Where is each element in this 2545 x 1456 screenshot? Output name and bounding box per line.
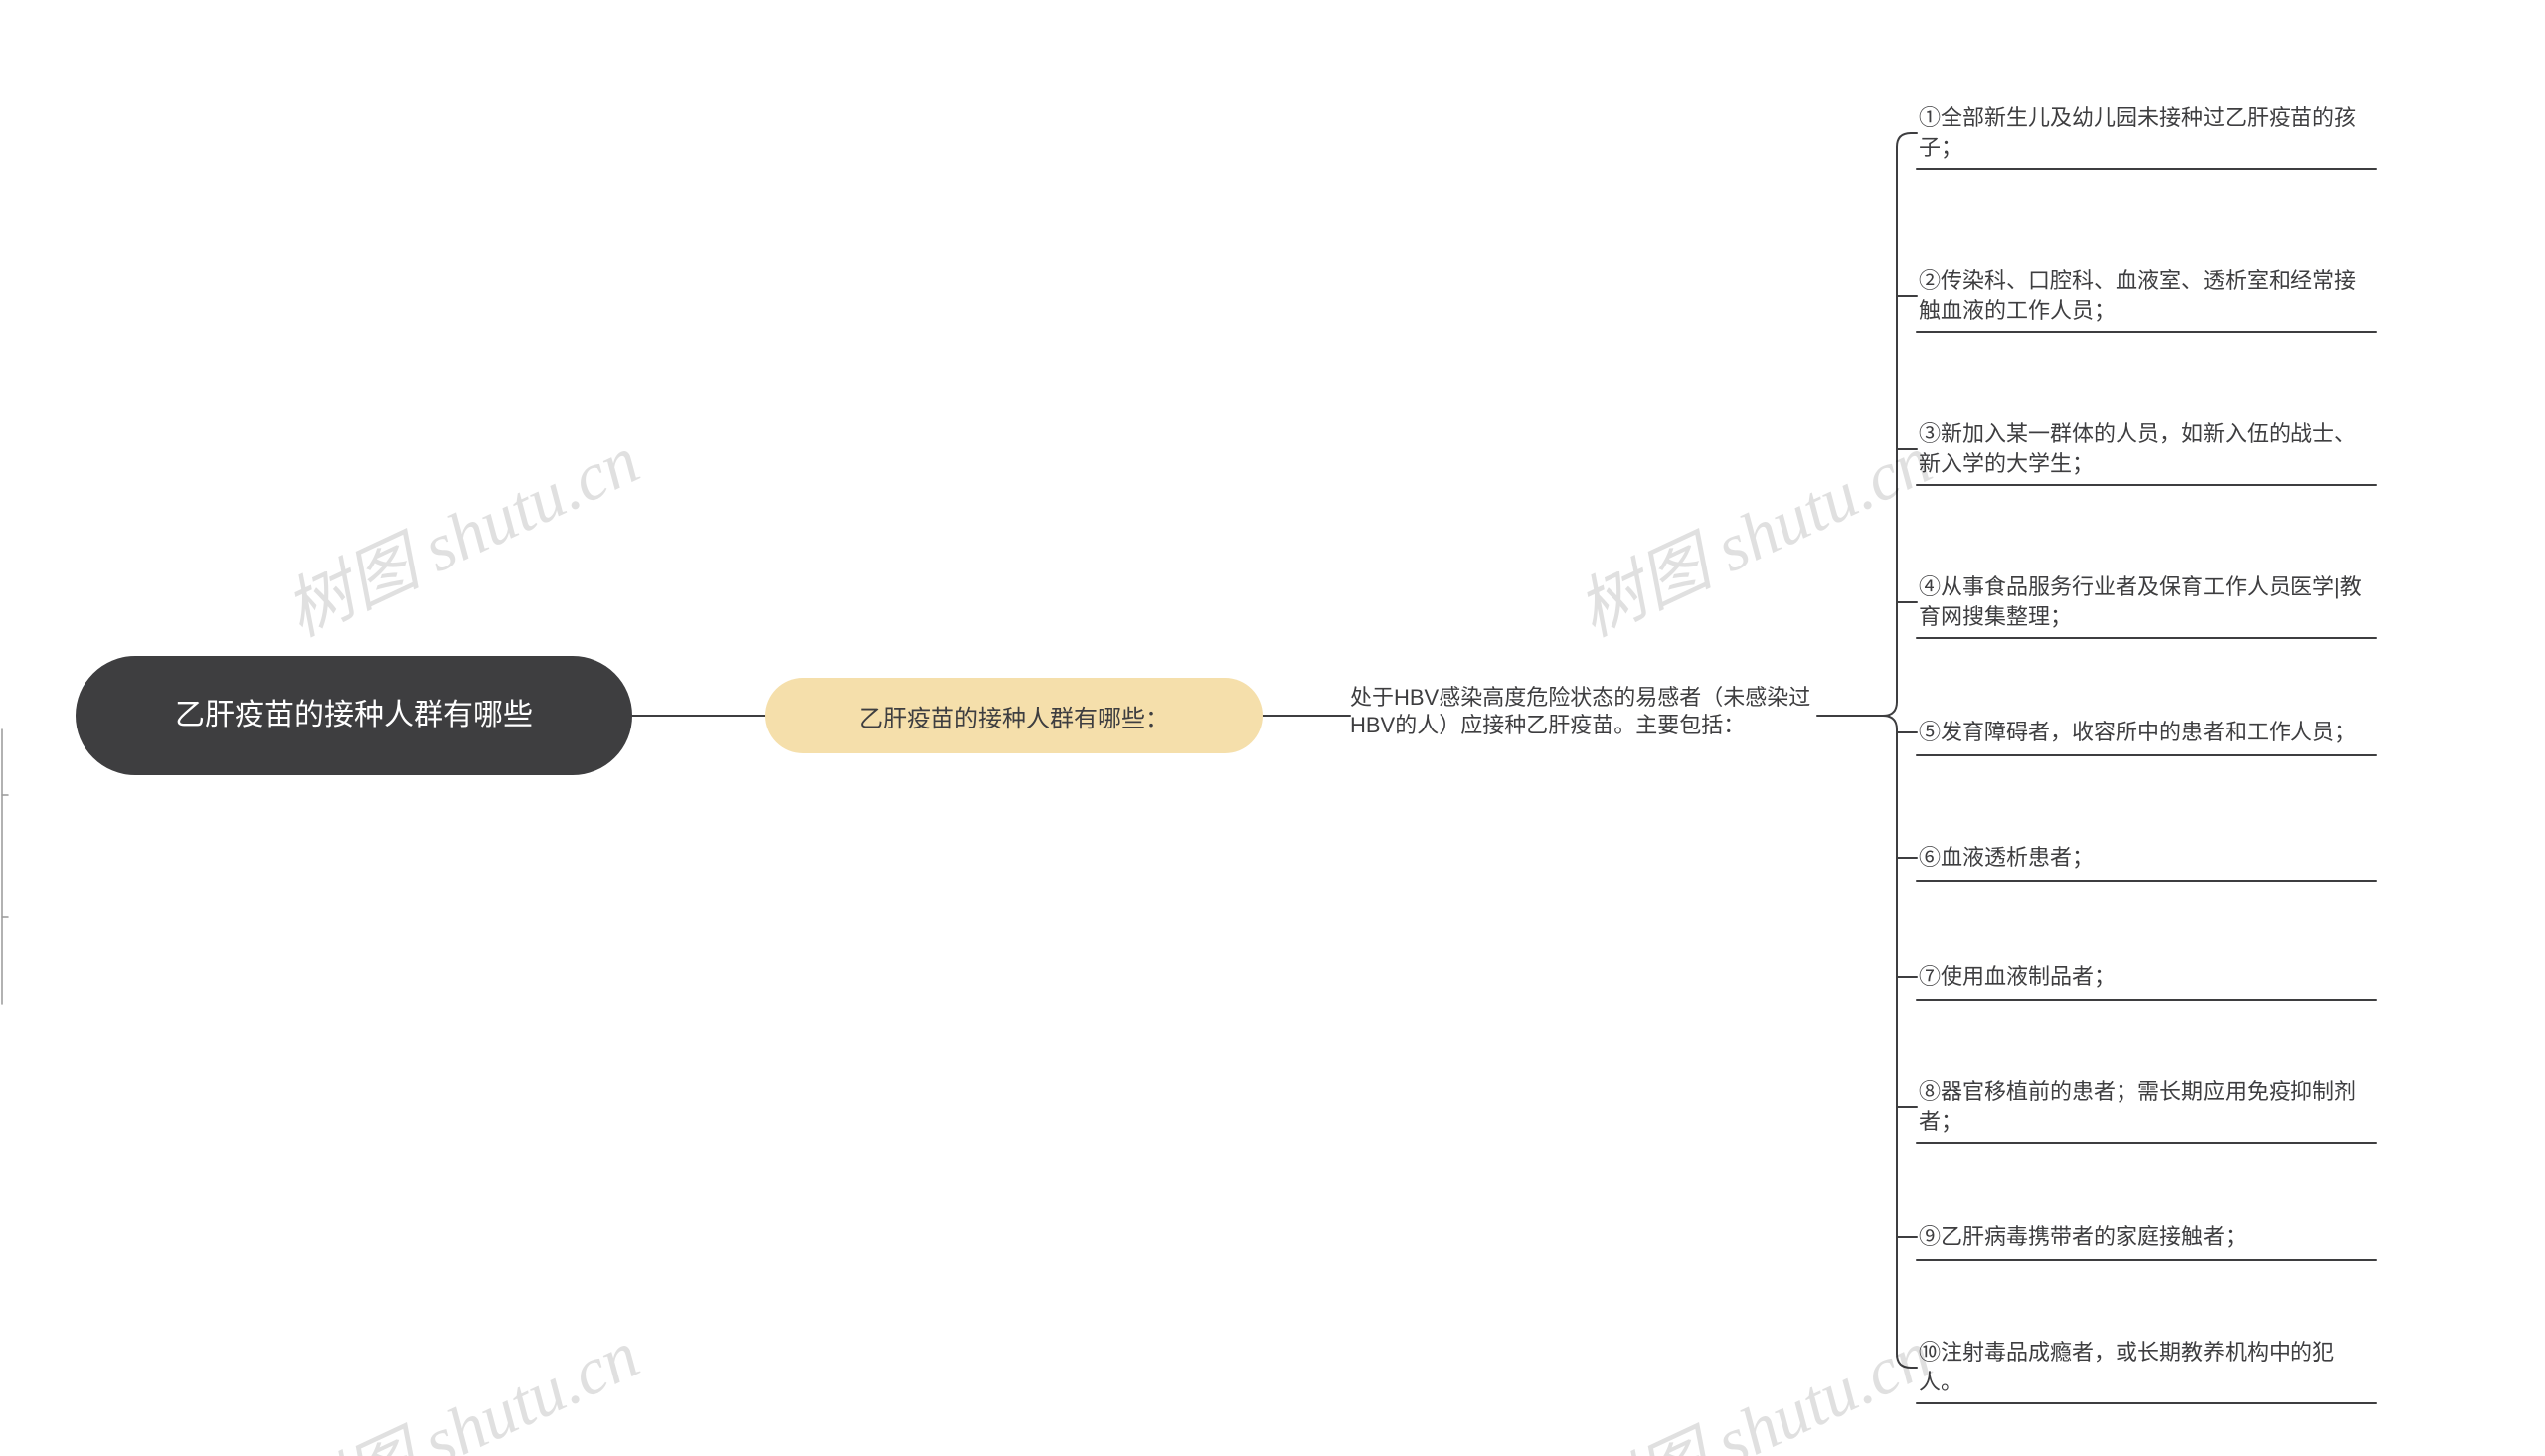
mindmap-leaf-node[interactable]: ⑦使用血液制品者；: [1919, 960, 2376, 994]
watermark-text: 树图 shutu.cn: [1559, 1300, 1945, 1456]
mindmap-level2-node[interactable]: 乙肝疫苗的接种人群有哪些：: [765, 678, 1263, 753]
mindmap-leaf-node[interactable]: ③新加入某一群体的人员，如新入伍的战士、新入学的大学生；: [1919, 419, 2376, 479]
mindmap-leaf-label: ⑦使用血液制品者；: [1919, 962, 2116, 992]
mindmap-leaf-node[interactable]: ⑨乙肝病毒携带者的家庭接触者；: [1919, 1220, 2376, 1254]
mindmap-leaf-label: ③新加入某一群体的人员，如新入伍的战士、新入学的大学生；: [1919, 419, 2376, 478]
mindmap-leaf-node[interactable]: ①全部新生儿及幼儿园未接种过乙肝疫苗的孩子；: [1919, 103, 2376, 163]
mindmap-leaf-node[interactable]: ⑤发育障碍者，收容所中的患者和工作人员；: [1919, 716, 2376, 749]
mindmap-leaf-label: ⑥血液透析患者；: [1919, 843, 2094, 873]
mindmap-leaf-node[interactable]: ⑥血液透析患者；: [1919, 841, 2376, 875]
mindmap-leaf-label: ⑨乙肝病毒携带者的家庭接触者；: [1919, 1222, 2247, 1252]
mindmap-leaf-label: ②传染科、口腔科、血液室、透析室和经常接触血液的工作人员；: [1919, 266, 2376, 325]
mindmap-leaf-node[interactable]: ⑧器官移植前的患者；需长期应用免疫抑制剂者；: [1919, 1077, 2376, 1137]
watermark-text: 树图 shutu.cn: [266, 1300, 652, 1456]
mindmap-leaf-label: ⑤发育障碍者，收容所中的患者和工作人员；: [1919, 718, 2356, 747]
watermark-text: 树图 shutu.cn: [266, 405, 652, 655]
mindmap-leaf-label: ④从事食品服务行业者及保育工作人员医学|教育网搜集整理；: [1919, 572, 2376, 631]
mindmap-root-label: 乙肝疫苗的接种人群有哪些: [175, 696, 533, 736]
mindmap-leaf-label: ①全部新生儿及幼儿园未接种过乙肝疫苗的孩子；: [1919, 103, 2376, 162]
mindmap-leaf-node[interactable]: ⑩注射毒品成瘾者，或长期教养机构中的犯人。: [1919, 1338, 2376, 1397]
mindmap-root-node[interactable]: 乙肝疫苗的接种人群有哪些: [76, 656, 632, 775]
mindmap-level3-node[interactable]: 处于HBV感染高度危险状态的易感者（未感染过HBV的人）应接种乙肝疫苗。主要包括…: [1350, 684, 1817, 739]
mindmap-leaf-label: ⑩注射毒品成瘾者，或长期教养机构中的犯人。: [1919, 1338, 2376, 1396]
mindmap-leaf-node[interactable]: ②传染科、口腔科、血液室、透析室和经常接触血液的工作人员；: [1919, 266, 2376, 326]
mindmap-level3-label: 处于HBV感染高度危险状态的易感者（未感染过HBV的人）应接种乙肝疫苗。主要包括…: [1350, 684, 1817, 739]
mindmap-level2-label: 乙肝疫苗的接种人群有哪些：: [859, 699, 1169, 733]
mindmap-leaf-label: ⑧器官移植前的患者；需长期应用免疫抑制剂者；: [1919, 1077, 2376, 1136]
watermark-text: 树图 shutu.cn: [1559, 405, 1945, 655]
mindmap-leaf-node[interactable]: ④从事食品服务行业者及保育工作人员医学|教育网搜集整理；: [1919, 572, 2376, 632]
